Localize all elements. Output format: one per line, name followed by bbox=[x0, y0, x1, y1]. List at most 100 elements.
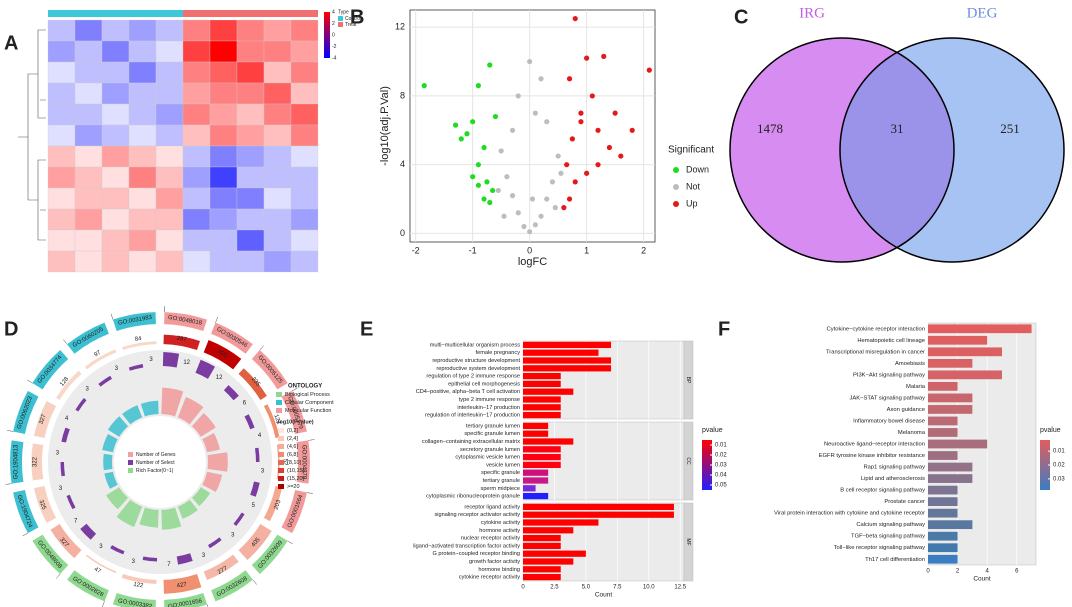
heatmap-cell bbox=[182, 145, 211, 168]
x-tick-label: 2.5 bbox=[550, 585, 559, 591]
overlap bbox=[840, 38, 954, 262]
legend-title: pvalue bbox=[702, 427, 723, 434]
heatmap-cell bbox=[74, 229, 103, 252]
select-bar bbox=[61, 427, 70, 443]
category-label: vesicle lumen bbox=[486, 462, 520, 468]
category-label: specific granule lumen bbox=[464, 431, 520, 437]
point bbox=[544, 119, 550, 125]
gene-count: 122 bbox=[272, 414, 281, 426]
bar bbox=[928, 405, 973, 414]
plot-area bbox=[409, 9, 656, 243]
category-label: cytokine activity bbox=[481, 520, 520, 526]
region-count: 251 bbox=[1000, 121, 1020, 136]
category-label: Axon guidance bbox=[887, 407, 925, 413]
heatmap-cell bbox=[263, 145, 292, 168]
gene-count: 427 bbox=[176, 582, 188, 590]
term-sector bbox=[13, 390, 39, 434]
point bbox=[595, 162, 601, 168]
bar bbox=[523, 411, 561, 419]
heatmap-cell bbox=[74, 166, 103, 189]
colorbar bbox=[324, 12, 330, 58]
category-label: epithelial cell morphogenesis bbox=[448, 381, 520, 387]
point bbox=[452, 122, 459, 128]
heatmap-cell bbox=[155, 40, 184, 63]
pvalue-label: (2,4] bbox=[287, 436, 298, 442]
rich-bar bbox=[103, 453, 113, 471]
term-sector bbox=[10, 440, 24, 484]
pvalue-swatch bbox=[278, 436, 284, 441]
legend-swatch bbox=[673, 167, 679, 173]
point bbox=[464, 131, 470, 137]
point bbox=[490, 187, 496, 194]
term-id: GO:0031983 bbox=[118, 315, 154, 327]
point bbox=[555, 153, 561, 159]
category-label: EGFR tyrosine kinase inhibitor resistanc… bbox=[819, 453, 925, 459]
heatmap-cell bbox=[182, 40, 211, 63]
point bbox=[646, 67, 652, 73]
select-count: 4 bbox=[258, 433, 262, 439]
category-label: hormone binding bbox=[478, 567, 520, 573]
rich-bar bbox=[104, 471, 118, 489]
point bbox=[481, 144, 487, 151]
legend-swatch bbox=[338, 22, 343, 27]
point bbox=[475, 162, 481, 168]
select-count: 6 bbox=[243, 400, 247, 406]
scale-tick bbox=[252, 579, 257, 585]
legend-title: Significant bbox=[668, 145, 714, 156]
heatmap-cell bbox=[101, 61, 130, 84]
term-id: GO:0001656 bbox=[168, 598, 204, 607]
heatmap-cell bbox=[290, 124, 319, 147]
heatmap-cell bbox=[101, 103, 130, 126]
heatmap-cell bbox=[128, 145, 157, 168]
heatmap-cell bbox=[155, 82, 184, 105]
term-sector bbox=[164, 593, 208, 607]
gene-count-bar bbox=[122, 341, 157, 350]
heatmap-cell bbox=[182, 187, 211, 210]
point bbox=[529, 196, 536, 202]
bar bbox=[523, 365, 612, 372]
select-count: 3 bbox=[202, 553, 206, 559]
heatmap-cell bbox=[128, 19, 157, 42]
heatmap-cell bbox=[290, 19, 319, 42]
legend-swatch bbox=[673, 184, 679, 190]
heatmap-cell bbox=[47, 229, 76, 252]
select-count: 7 bbox=[167, 562, 171, 568]
point bbox=[584, 170, 590, 176]
heatmap-cell bbox=[47, 103, 76, 126]
term-sector bbox=[211, 570, 253, 602]
pvalue-label: (6,8] bbox=[287, 452, 298, 458]
point bbox=[515, 93, 521, 99]
heatmap-cell bbox=[290, 40, 319, 63]
heatmap-cell bbox=[128, 229, 157, 252]
gene-count: 322 bbox=[33, 456, 39, 467]
heatmap-cell bbox=[128, 82, 157, 105]
select-bar bbox=[250, 481, 260, 497]
bar bbox=[523, 461, 561, 469]
inner-legend-label: Number of Genes bbox=[136, 452, 176, 458]
gene-count-bar bbox=[34, 486, 57, 523]
inner-legend-label: Number of Select bbox=[136, 460, 175, 466]
select-bar bbox=[176, 553, 193, 565]
scale-tick bbox=[102, 601, 105, 607]
term-sector bbox=[251, 350, 288, 390]
select-count: 3 bbox=[231, 532, 235, 538]
heatmap-cell bbox=[101, 82, 130, 105]
point bbox=[484, 179, 490, 185]
heatmap-cell bbox=[155, 103, 184, 126]
gene-count: 235 bbox=[250, 376, 261, 388]
gene-count: 405 bbox=[251, 536, 262, 548]
category-label: receptor ligand activity bbox=[464, 504, 520, 510]
heatmap-cell bbox=[101, 208, 130, 231]
facet-panel bbox=[522, 421, 685, 501]
colorbar-label: 2 bbox=[332, 21, 335, 27]
bar bbox=[928, 358, 973, 368]
category-label: Transcriptional misregulation in cancer bbox=[826, 349, 925, 355]
pvalue-label: >=20 bbox=[287, 484, 300, 490]
rich-bar bbox=[177, 397, 204, 425]
bar bbox=[523, 558, 574, 565]
select-bar bbox=[195, 359, 215, 379]
bar bbox=[523, 396, 561, 403]
heatmap-cell bbox=[74, 19, 103, 42]
panel-label: E bbox=[360, 318, 373, 340]
select-bar bbox=[98, 375, 112, 387]
